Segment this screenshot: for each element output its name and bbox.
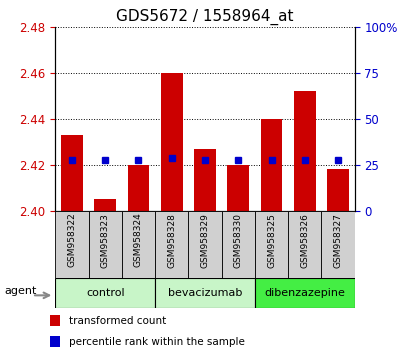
Text: GSM958328: GSM958328	[167, 213, 176, 268]
FancyBboxPatch shape	[288, 211, 321, 278]
Bar	[254, 278, 354, 308]
Text: GSM958327: GSM958327	[333, 213, 342, 268]
Bar	[61, 135, 83, 211]
Bar	[326, 169, 348, 211]
FancyBboxPatch shape	[254, 211, 288, 278]
Bar	[260, 119, 282, 211]
Bar	[94, 199, 116, 211]
Bar	[293, 91, 315, 211]
Title: GDS5672 / 1558964_at: GDS5672 / 1558964_at	[116, 9, 293, 25]
FancyBboxPatch shape	[188, 211, 221, 278]
Text: agent: agent	[4, 286, 37, 296]
Text: percentile rank within the sample: percentile rank within the sample	[69, 337, 245, 347]
FancyBboxPatch shape	[321, 211, 354, 278]
Text: control: control	[86, 288, 124, 298]
Text: GSM958329: GSM958329	[200, 213, 209, 268]
FancyBboxPatch shape	[121, 211, 155, 278]
Text: bevacizumab: bevacizumab	[167, 288, 242, 298]
Bar	[227, 165, 248, 211]
Text: GSM958323: GSM958323	[101, 213, 110, 268]
Bar	[55, 278, 155, 308]
Text: GSM958326: GSM958326	[299, 213, 308, 268]
Bar	[161, 73, 182, 211]
FancyBboxPatch shape	[221, 211, 254, 278]
Bar	[50, 336, 60, 347]
Bar	[194, 148, 215, 211]
Bar	[155, 278, 254, 308]
FancyBboxPatch shape	[55, 211, 88, 278]
FancyBboxPatch shape	[155, 211, 188, 278]
Text: transformed count: transformed count	[69, 316, 166, 326]
Bar	[50, 315, 60, 326]
Bar	[127, 165, 149, 211]
Text: dibenzazepine: dibenzazepine	[264, 288, 344, 298]
Text: GSM958330: GSM958330	[233, 213, 242, 268]
Text: GSM958324: GSM958324	[134, 213, 143, 267]
FancyBboxPatch shape	[88, 211, 121, 278]
Text: GSM958325: GSM958325	[266, 213, 275, 268]
Text: GSM958322: GSM958322	[67, 213, 76, 267]
